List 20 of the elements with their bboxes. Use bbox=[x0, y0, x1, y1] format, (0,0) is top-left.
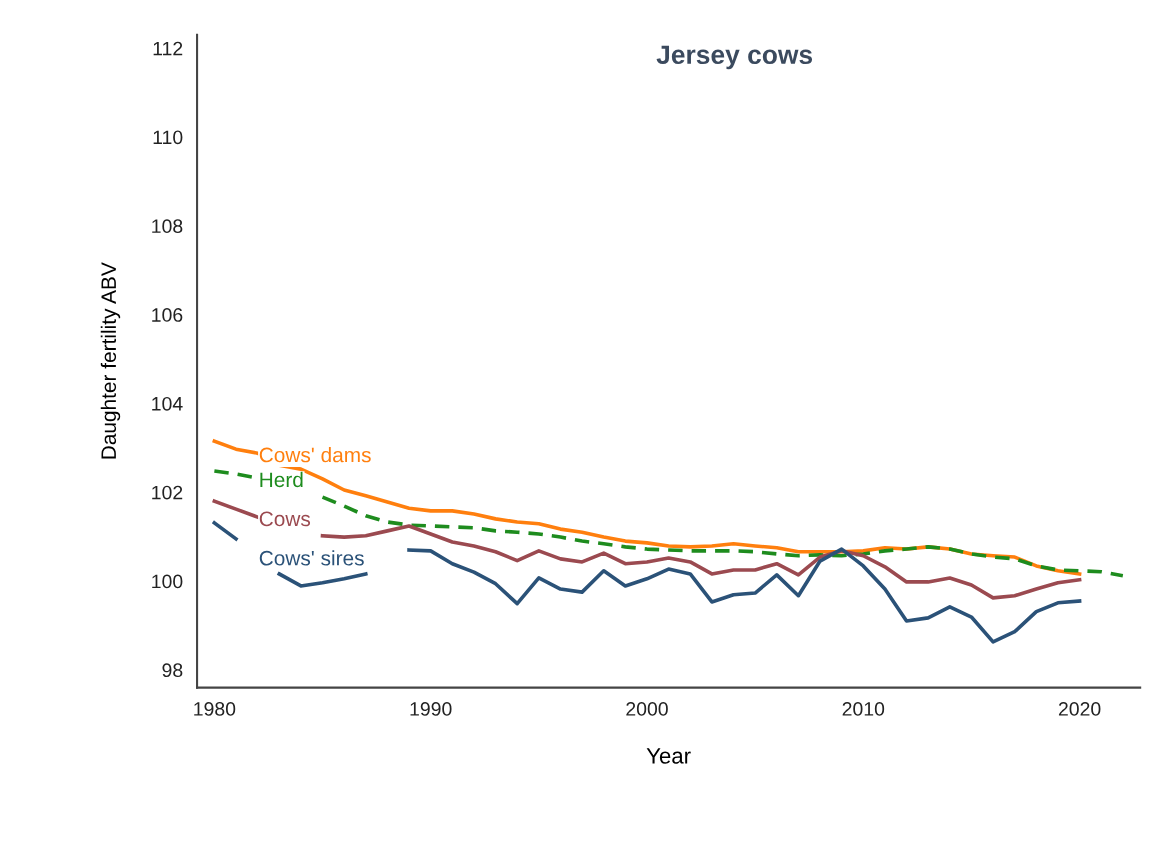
y-tick-label: 100 bbox=[152, 574, 183, 589]
y-tick-label: 106 bbox=[152, 308, 183, 322]
y-tick-label: 110 bbox=[153, 130, 183, 145]
y-tick-label: 108 bbox=[152, 219, 183, 234]
x-tick-label: 2020 bbox=[1058, 702, 1101, 716]
series-label: Herd bbox=[260, 471, 303, 488]
y-tick-label: 102 bbox=[152, 485, 183, 500]
x-tick-label: 2000 bbox=[626, 702, 668, 716]
series-label: Cows' sires bbox=[259, 550, 364, 566]
x-tick-label: 2010 bbox=[842, 702, 885, 716]
x-tick-label: 1990 bbox=[410, 702, 452, 716]
x-axis-title: Year bbox=[646, 748, 691, 764]
chart-title: Jersey cows bbox=[656, 45, 813, 70]
series-label: Cows bbox=[259, 511, 311, 527]
y-tick-label: 112 bbox=[153, 41, 183, 56]
y-axis-title: Daughter fertility ABV bbox=[100, 262, 121, 459]
x-tick-label: 1980 bbox=[194, 702, 236, 716]
y-tick-label: 104 bbox=[152, 396, 183, 411]
y-tick-label: 98 bbox=[162, 663, 183, 678]
series-label: Cows' dams bbox=[259, 447, 371, 463]
